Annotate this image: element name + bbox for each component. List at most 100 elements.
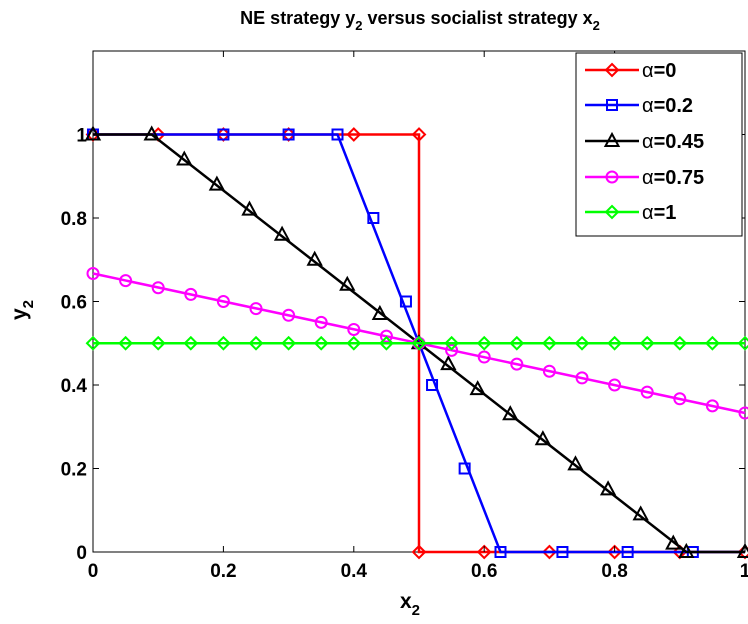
data-point [509,335,525,351]
y-tick-label: 0.4 [61,376,88,397]
data-point [241,200,258,216]
data-point [476,544,492,560]
legend-marker [603,131,621,147]
data-point [399,295,412,308]
data-point [119,274,133,288]
data-point [534,430,552,446]
legend-marker [606,99,618,111]
data-point [176,150,193,166]
legend-entry: α=0 [585,60,676,82]
data-point [339,275,356,291]
data-point [281,335,297,351]
data-point [607,544,623,560]
data-point [640,385,654,399]
data-point [282,128,295,141]
data-point [444,335,460,351]
data-point [469,380,486,396]
data-point [346,127,362,142]
data-point [118,335,134,351]
data-point [208,175,226,191]
x-tick-label: 1 [740,561,748,582]
legend-marker [604,204,620,220]
data-point [183,335,199,351]
legend-label: α=0.75 [642,167,704,189]
data-point [673,392,687,406]
data-point [346,335,362,351]
data-point [705,399,719,413]
data-point [84,125,102,141]
data-point [411,335,427,351]
x-tick-label: 0.6 [471,561,497,582]
data-point [476,335,492,351]
data-point [331,128,344,141]
data-point [704,335,720,351]
data-point [541,335,557,351]
ticks-layer: 0 0.2 0.4 0.6 0.8 1 0 0.2 0.4 0.6 0.8 1 [61,51,748,582]
data-point [678,542,695,558]
legend-entry: α=0.2 [585,95,693,117]
data-point [411,127,427,142]
data-point [426,379,439,391]
data-point [599,480,617,496]
chart-title: NE strategy y2 versus socialist strategy… [240,8,600,33]
y-axis-label: y2 [8,300,37,320]
data-point [313,335,329,351]
legend-marker [605,170,619,184]
y-tick-label: 0 [76,543,87,564]
x-tick-label: 0 [88,561,99,582]
legend-label: α=0.45 [642,131,704,153]
data-point [510,357,524,371]
data-point [574,335,590,351]
data-point [217,128,230,141]
y-tick-label: 0.8 [61,209,87,230]
data-point [575,371,589,385]
data-point [216,295,230,308]
data-point [672,335,688,351]
y-tick-label: 0.2 [61,460,87,481]
y-tick-label: 1 [76,126,87,147]
data-point [541,544,557,560]
data-point [378,335,394,351]
data-point [567,455,584,471]
series-4 [85,335,748,351]
data-point [445,343,459,357]
data-point [502,405,519,421]
data-point [347,322,361,336]
data-point [737,335,748,351]
data-point [273,225,291,241]
data-point [248,335,264,351]
data-point [143,125,160,141]
data-point [306,250,323,266]
legend-box [575,52,743,237]
legend-label: α=0 [642,60,676,82]
data-point [607,335,623,351]
data-point [282,308,296,322]
x-tick-label: 0.8 [601,561,627,582]
data-point [440,355,457,371]
data-point [314,315,328,329]
y-tick-label: 0.6 [61,293,87,314]
legend-entry: α=0.75 [585,167,704,189]
data-point [379,329,393,343]
data-point [85,335,101,351]
legend-entry: α=0.45 [585,131,704,153]
data-point [184,287,198,301]
data-point [249,302,263,316]
data-point [458,462,471,475]
data-point [215,335,231,351]
x-axis-label: x2 [400,590,420,619]
data-point [151,281,165,295]
x-tick-label: 0.4 [341,561,368,582]
data-point [477,350,491,364]
data-point [639,335,655,351]
data-point [542,364,556,378]
data-point [738,406,748,420]
data-point [736,542,748,558]
data-point [150,335,166,351]
data-point [494,546,507,558]
data-point [632,505,649,521]
legend-marker [604,62,620,78]
series-layer [84,125,748,560]
legend: α=0 α=0.2 α=0.45 α=0.75 α=1 [575,52,743,237]
